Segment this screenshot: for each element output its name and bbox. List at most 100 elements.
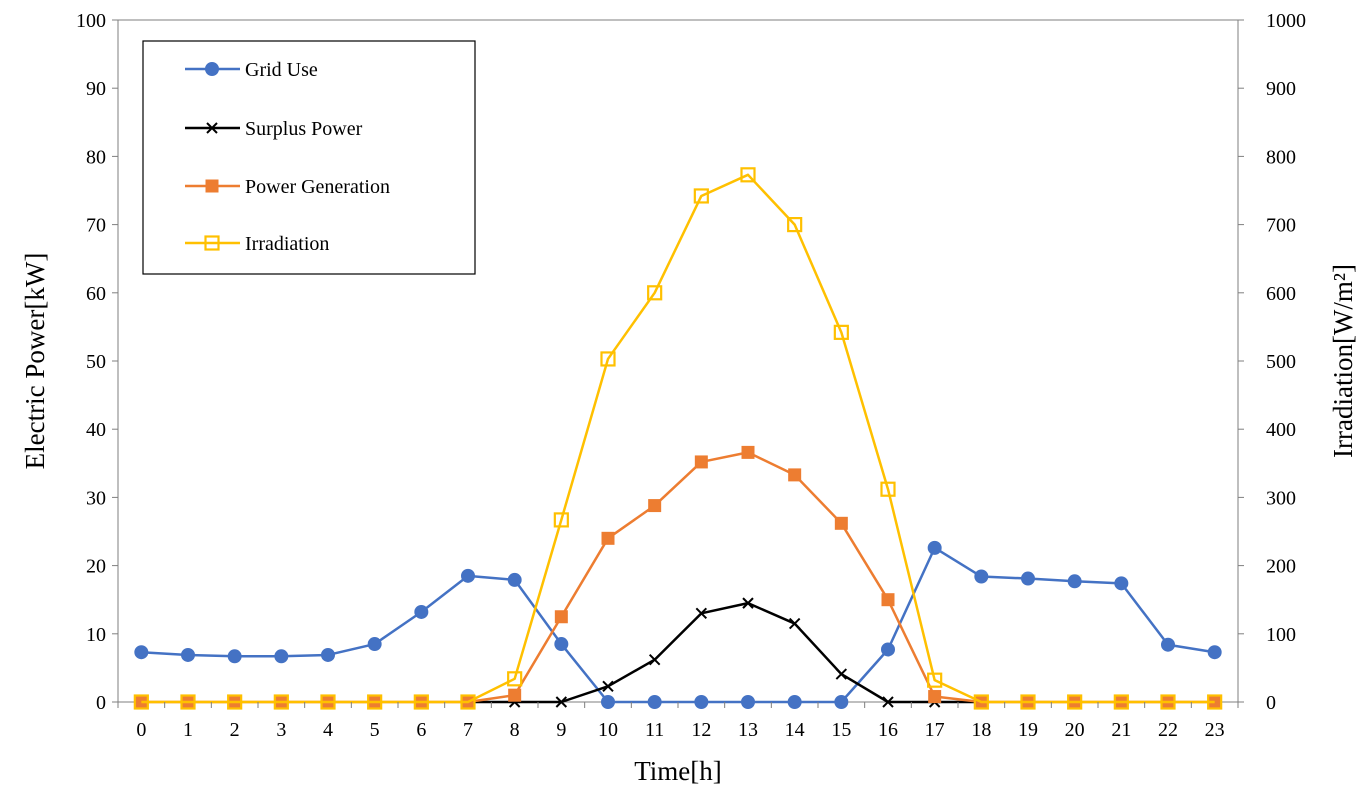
- legend-box: [142, 40, 476, 275]
- x-tick-label: 1: [183, 719, 193, 741]
- data-point-grid-use: [647, 695, 662, 709]
- data-point-power-generation: [928, 690, 942, 704]
- legend-item-power-generation: Power Generation: [185, 176, 390, 198]
- data-point-irradiation: [1160, 694, 1176, 710]
- series-line-irradiation: [141, 173, 1215, 704]
- legend: Grid Use Surplus Power Power Generation Irr…: [142, 40, 476, 275]
- data-point-irradiation: [880, 481, 896, 497]
- data-point-irradiation: [1207, 694, 1223, 710]
- y2-tick-label: 1000: [1266, 10, 1306, 32]
- data-point-grid-use: [694, 695, 709, 709]
- legend-swatch-marker: [206, 122, 218, 134]
- data-point-irradiation: [600, 351, 616, 367]
- y-tick-label: 80: [86, 146, 106, 168]
- series-layer: [133, 167, 1223, 710]
- data-point-grid-use: [1067, 574, 1082, 589]
- y2-tick-label: 100: [1266, 624, 1296, 646]
- y2-axis-title: Irradiation[W/m²]: [1328, 264, 1358, 458]
- data-point-grid-use: [461, 568, 475, 583]
- data-point-surplus-power: [648, 654, 661, 666]
- x-tick-label: 21: [1111, 719, 1131, 741]
- x-tick-label: 7: [463, 719, 473, 741]
- x-marker-stroke: [742, 597, 754, 609]
- legend-label-surplus-power: Surplus Power: [245, 118, 363, 140]
- data-point-surplus-power: [882, 696, 894, 708]
- data-point-irradiation: [833, 324, 849, 340]
- data-point-grid-use: [321, 647, 335, 662]
- data-point-irradiation: [787, 217, 803, 233]
- y-tick-label: 50: [86, 351, 106, 373]
- legend-swatch-marker: [204, 235, 220, 251]
- data-point-surplus-power: [555, 696, 568, 708]
- x-marker-stroke: [206, 122, 218, 134]
- data-point-power-generation: [741, 445, 755, 459]
- data-point-grid-use: [927, 540, 942, 555]
- data-point-irradiation: [927, 672, 943, 688]
- data-point-grid-use: [1114, 576, 1129, 591]
- x-tick-label: 0: [136, 719, 146, 741]
- x-marker-stroke: [882, 696, 894, 708]
- data-point-grid-use: [414, 604, 429, 619]
- data-point-irradiation: [273, 694, 289, 710]
- data-point-surplus-power: [835, 668, 848, 680]
- data-point-power-generation: [554, 610, 568, 624]
- y-axis-title: Electric Power[kW]: [20, 253, 50, 470]
- data-point-irradiation: [460, 694, 476, 710]
- x-tick-label: 6: [416, 719, 426, 741]
- x-tick-label: 9: [556, 719, 566, 741]
- data-point-grid-use: [1161, 637, 1175, 652]
- x-tick-label: 16: [878, 719, 898, 741]
- data-point-irradiation: [1020, 694, 1036, 710]
- data-point-irradiation: [1067, 694, 1083, 710]
- y-tick-label: 30: [86, 487, 106, 509]
- legend-label-power-generation: Power Generation: [245, 176, 390, 198]
- y-tick-label: 20: [86, 556, 106, 578]
- data-point-irradiation: [693, 188, 709, 204]
- legend-item-surplus-power: Surplus Power: [185, 118, 363, 140]
- y-tick-label: 90: [86, 78, 106, 100]
- legend-label-irradiation: Irradiation: [245, 233, 329, 255]
- x-marker-stroke: [648, 654, 661, 666]
- data-point-irradiation: [647, 285, 663, 301]
- x-marker-stroke: [835, 668, 848, 680]
- data-point-power-generation: [648, 499, 662, 513]
- y2-tick-label: 400: [1266, 419, 1296, 441]
- x-tick-label: 2: [230, 719, 240, 741]
- y2-tick-label: 700: [1266, 215, 1296, 237]
- data-point-grid-use: [1207, 645, 1222, 660]
- data-point-power-generation: [788, 468, 802, 482]
- legend-item-irradiation: Irradiation: [185, 233, 329, 255]
- y-tick-label: 60: [86, 283, 106, 305]
- data-point-grid-use: [554, 637, 569, 652]
- y-tick-label: 0: [96, 692, 106, 714]
- x-marker-stroke: [602, 680, 614, 693]
- legend-swatch-marker: [205, 62, 219, 76]
- data-point-grid-use: [227, 649, 242, 664]
- data-point-irradiation: [180, 694, 196, 710]
- x-tick-label: 10: [598, 719, 618, 741]
- x-tick-label: 17: [925, 719, 945, 741]
- y2-tick-label: 900: [1266, 78, 1296, 100]
- y2-tick-label: 0: [1266, 692, 1276, 714]
- data-point-irradiation: [1113, 694, 1129, 710]
- x-tick-label: 12: [691, 719, 711, 741]
- y-tick-label: 70: [86, 215, 106, 237]
- data-point-grid-use: [507, 572, 522, 587]
- y2-tick-label: 600: [1266, 283, 1296, 305]
- data-point-grid-use: [601, 695, 615, 709]
- data-point-grid-use: [181, 647, 195, 662]
- x-tick-label: 5: [370, 719, 380, 741]
- data-point-surplus-power: [695, 607, 708, 620]
- x-tick-label: 23: [1205, 719, 1225, 741]
- data-point-irradiation: [133, 694, 149, 710]
- x-tick-label: 18: [971, 719, 991, 741]
- y-tick-label: 100: [76, 10, 106, 32]
- data-point-grid-use: [787, 695, 802, 709]
- data-point-grid-use: [974, 569, 989, 584]
- y2-tick-label: 200: [1266, 556, 1296, 578]
- data-point-irradiation: [227, 694, 243, 710]
- y2-tick-label: 300: [1266, 487, 1296, 509]
- x-tick-label: 20: [1065, 719, 1085, 741]
- x-marker-stroke: [788, 617, 801, 630]
- legend-swatch-marker: [205, 179, 219, 193]
